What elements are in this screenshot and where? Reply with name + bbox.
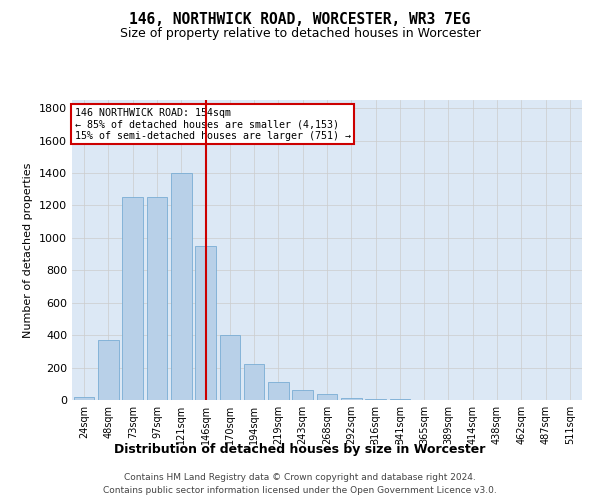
Text: 146, NORTHWICK ROAD, WORCESTER, WR3 7EG: 146, NORTHWICK ROAD, WORCESTER, WR3 7EG [130, 12, 470, 28]
Bar [195, 246, 216, 400]
Bar [268, 382, 289, 400]
Bar [122, 198, 143, 400]
Text: 146 NORTHWICK ROAD: 154sqm
← 85% of detached houses are smaller (4,153)
15% of s: 146 NORTHWICK ROAD: 154sqm ← 85% of deta… [74, 108, 350, 140]
Bar [98, 340, 119, 400]
Text: Contains public sector information licensed under the Open Government Licence v3: Contains public sector information licen… [103, 486, 497, 495]
Bar [74, 397, 94, 400]
Bar [292, 390, 313, 400]
Text: Size of property relative to detached houses in Worcester: Size of property relative to detached ho… [119, 28, 481, 40]
Bar [146, 198, 167, 400]
Text: Contains HM Land Registry data © Crown copyright and database right 2024.: Contains HM Land Registry data © Crown c… [124, 472, 476, 482]
Bar [389, 399, 410, 400]
Bar [220, 335, 240, 400]
Bar [341, 398, 362, 400]
Bar [171, 173, 191, 400]
Bar [365, 398, 386, 400]
Text: Distribution of detached houses by size in Worcester: Distribution of detached houses by size … [115, 442, 485, 456]
Y-axis label: Number of detached properties: Number of detached properties [23, 162, 34, 338]
Bar [244, 364, 265, 400]
Bar [317, 394, 337, 400]
